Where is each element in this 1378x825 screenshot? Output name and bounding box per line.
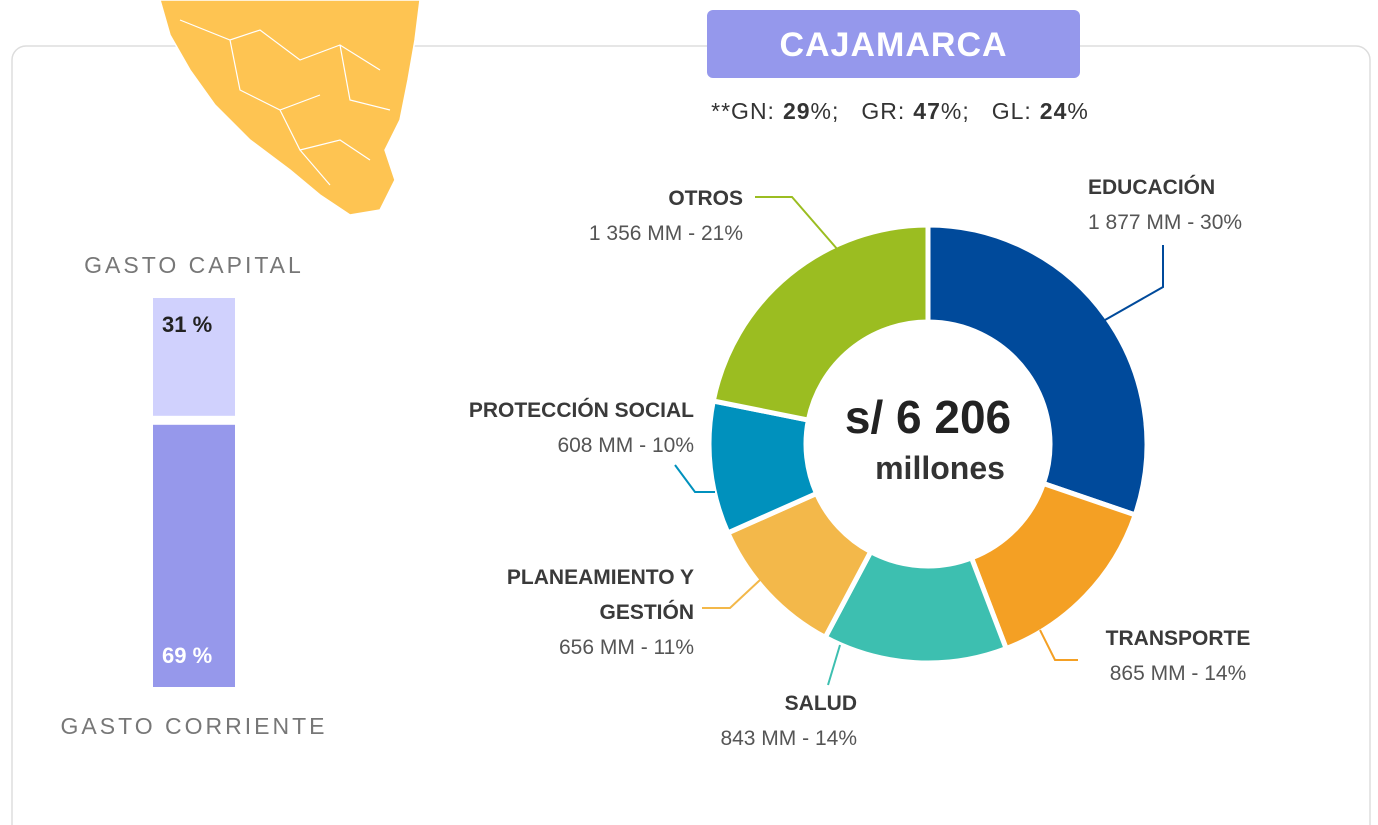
leader-line	[1104, 245, 1164, 321]
donut-total-unit: millones	[875, 450, 1005, 486]
bar-value-label: 31 %	[162, 312, 213, 337]
value-label: 843 MM - 14%	[720, 727, 857, 750]
category-label: PROTECCIÓN SOCIAL	[468, 399, 694, 422]
category-label: TRANSPORTE	[1105, 627, 1251, 650]
share-label: GL:	[991, 98, 1032, 124]
category-label: OTROS	[668, 187, 743, 210]
leader-line	[674, 464, 715, 493]
category-label: EDUCACIÓN	[1088, 176, 1216, 199]
slice-label: TRANSPORTE 865 MM - 14%	[1078, 621, 1278, 691]
bar-series-name: GASTO CAPITAL	[84, 252, 304, 278]
bar-segment	[153, 298, 235, 416]
leader-line	[755, 196, 839, 251]
shares: **GN: 29%; GR: 47%; GL: 24%	[640, 98, 1160, 125]
slice-label: EDUCACIÓN 1 877 MM - 30%	[1088, 170, 1378, 240]
bar-value-label: 69 %	[162, 643, 213, 668]
share-suffix: %	[1067, 98, 1089, 124]
slice-label: PROTECCIÓN SOCIAL 608 MM - 10%	[344, 393, 694, 463]
category-label: PLANEAMIENTO Y GESTIÓN	[506, 566, 694, 624]
share-suffix: %;	[940, 98, 970, 124]
share-suffix: %;	[810, 98, 840, 124]
slice-label: SALUD 843 MM - 14%	[557, 686, 857, 756]
share-value: 29	[782, 98, 811, 124]
donut	[706, 222, 1150, 666]
share-value: 24	[1039, 98, 1068, 124]
bar-series-name: GASTO CORRIENTE	[60, 713, 328, 739]
map-borders	[179, 19, 391, 186]
share-label: **GN:	[711, 98, 775, 124]
panel	[11, 45, 1371, 825]
share-value: 47	[913, 98, 941, 124]
category-label: SALUD	[784, 692, 857, 715]
slice-label: OTROS 1 356 MM - 21%	[443, 181, 743, 251]
leader-line	[827, 644, 841, 686]
donut-slice	[925, 222, 1150, 519]
donut-total: s/ 6 206	[844, 391, 1012, 443]
bar-segment	[153, 424, 235, 687]
donut-slice	[710, 222, 931, 423]
slice-label: PLANEAMIENTO Y GESTIÓN 656 MM - 11%	[434, 560, 694, 665]
title: CAJAMARCA	[707, 10, 1080, 78]
value-label: 1 877 MM - 30%	[1088, 211, 1243, 234]
value-label: 608 MM - 10%	[557, 434, 694, 457]
value-label: 656 MM - 11%	[559, 636, 694, 659]
share-label: GR:	[861, 98, 906, 124]
leader-line	[1039, 629, 1078, 661]
leader-line	[702, 579, 761, 609]
value-label: 1 356 MM - 21%	[588, 222, 743, 245]
value-label: 865 MM - 14%	[1109, 662, 1247, 685]
